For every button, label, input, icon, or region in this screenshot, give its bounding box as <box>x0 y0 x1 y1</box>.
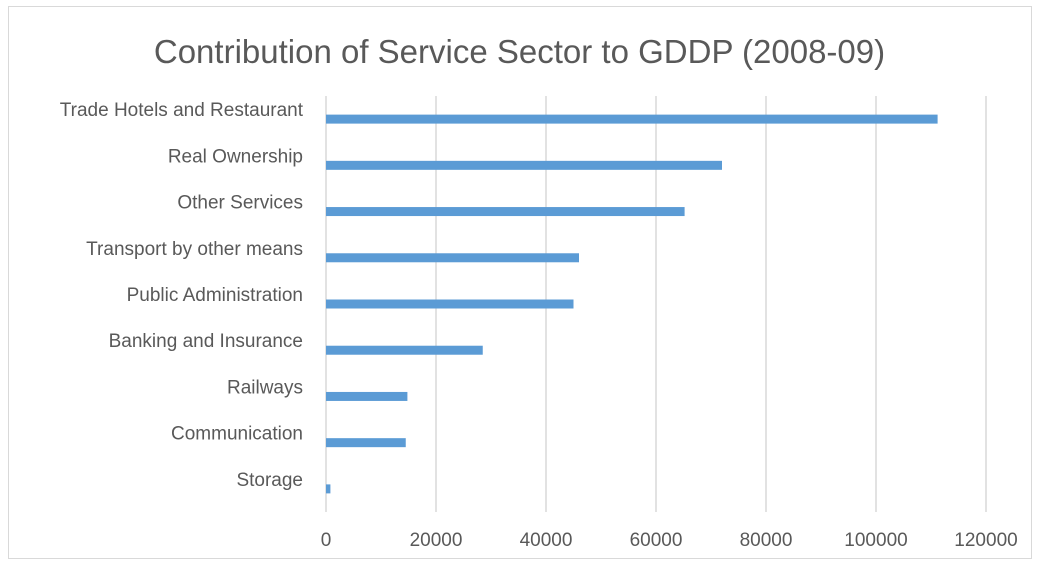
x-axis-tick-labels: 0 20000 40000 60000 80000 100000 120000 <box>321 530 1018 551</box>
bar <box>326 345 483 355</box>
x-tick-label: 60000 <box>630 530 683 551</box>
x-tick-label: 0 <box>321 530 332 551</box>
category-label: Communication <box>171 424 303 445</box>
bar <box>326 160 722 170</box>
x-tick-label: 100000 <box>844 530 907 551</box>
bar <box>326 207 685 217</box>
category-label: Storage <box>236 470 303 491</box>
bar <box>326 391 408 401</box>
bars <box>326 114 938 494</box>
category-label: Banking and Insurance <box>109 331 303 352</box>
x-tick-label: 80000 <box>740 530 793 551</box>
chart-frame <box>8 6 1032 559</box>
category-label: Railways <box>227 377 303 398</box>
bar <box>326 438 406 448</box>
x-tick-label: 20000 <box>410 530 463 551</box>
bar <box>326 299 574 309</box>
bar <box>326 253 579 263</box>
bar <box>326 484 331 494</box>
x-tick-label: 120000 <box>954 530 1017 551</box>
bar <box>326 114 938 124</box>
category-label: Other Services <box>177 193 303 214</box>
category-label: Public Administration <box>127 285 303 306</box>
category-label: Transport by other means <box>86 239 303 260</box>
category-labels: Trade Hotels and Restaurant Real Ownershi… <box>60 100 304 491</box>
chart-title: Contribution of Service Sector to GDDP (… <box>153 33 886 70</box>
x-tick-label: 40000 <box>520 530 573 551</box>
category-label: Real Ownership <box>168 146 303 167</box>
category-label: Trade Hotels and Restaurant <box>60 100 304 121</box>
